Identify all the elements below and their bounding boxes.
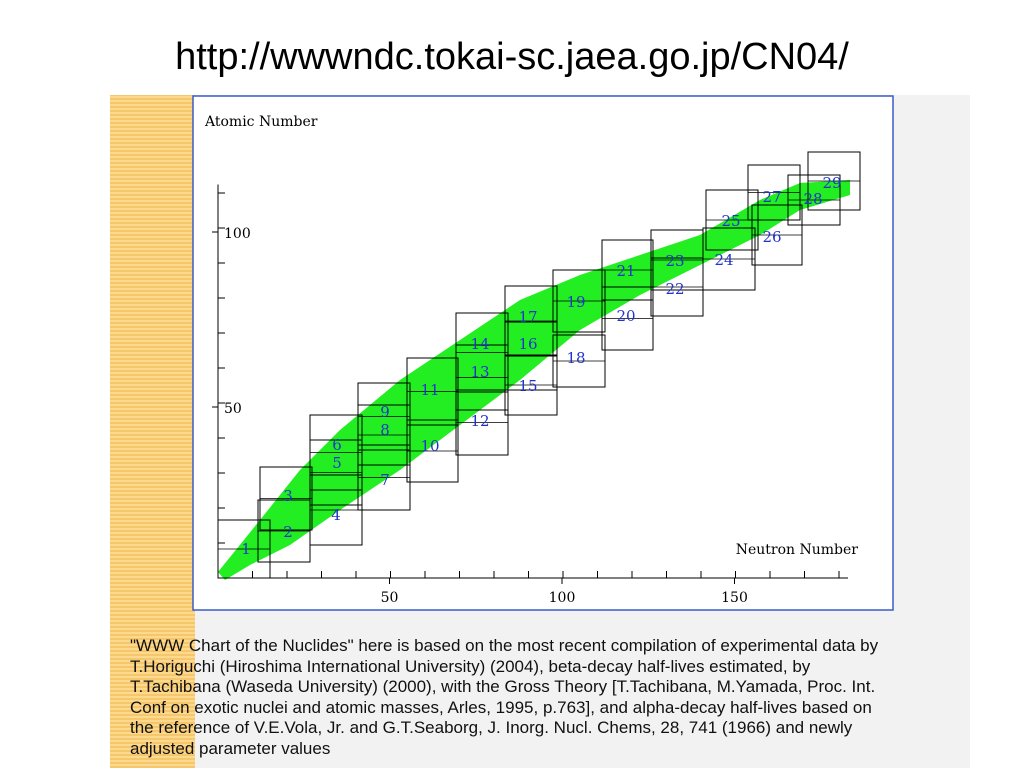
- region-label: 16: [518, 335, 537, 353]
- region-label: 18: [566, 349, 585, 367]
- region-label: 19: [566, 293, 585, 311]
- region-label: 21: [616, 262, 635, 280]
- region-label: 27: [762, 188, 781, 206]
- y-tick-label: 100: [224, 226, 251, 242]
- body-line: T.Horiguchi (Hiroshima International Uni…: [130, 656, 811, 676]
- region-label: 1: [241, 540, 251, 558]
- region-label: 24: [714, 251, 733, 269]
- region-label: 9: [380, 403, 390, 421]
- region-label: 11: [420, 381, 439, 399]
- body-line: "WWW Chart of the Nuclides" here is base…: [130, 636, 879, 655]
- region-label: 15: [518, 377, 537, 395]
- region-label: 26: [762, 228, 781, 246]
- region-label: 29: [822, 174, 841, 192]
- region-label: 4: [331, 506, 341, 524]
- region-label: 12: [470, 412, 489, 430]
- region-label: 6: [332, 436, 342, 454]
- figure: Atomic Number Neutron Number 50 100 150 50 1…: [192, 95, 894, 611]
- region-label: 2: [283, 523, 293, 541]
- body-line: the reference of V.E.Vola, Jr. and G.T.S…: [130, 718, 853, 737]
- region-label: 28: [803, 190, 822, 208]
- region-label: 13: [470, 363, 489, 381]
- region-label: 25: [721, 212, 740, 230]
- region-label: 10: [420, 437, 439, 455]
- region-label: 23: [665, 252, 684, 270]
- y-tick-label: 50: [224, 401, 242, 417]
- x-axis-label: Neutron Number: [736, 542, 859, 558]
- region-label: 20: [616, 307, 635, 325]
- body-line: adjusted parameter values: [130, 738, 331, 758]
- body-line: Conf on exotic nuclei and atomic masses,…: [130, 697, 872, 717]
- region-label: 8: [380, 421, 390, 439]
- x-tick-label: 50: [381, 590, 399, 606]
- region-label: 3: [283, 487, 293, 505]
- body-text: "WWW Chart of the Nuclides" here is base…: [130, 636, 970, 768]
- region-label: 17: [518, 308, 537, 326]
- region-label: 7: [380, 471, 390, 489]
- region-label: 22: [665, 280, 684, 298]
- region-label: 5: [332, 454, 342, 472]
- x-tick-label: 100: [549, 590, 576, 606]
- nuclide-band: [218, 180, 850, 580]
- region-label: 14: [470, 335, 489, 353]
- slide-title: http://wwwndc.tokai-sc.jaea.go.jp/CN04/: [175, 36, 849, 78]
- y-axis-label: Atomic Number: [204, 114, 318, 130]
- axes: 50 100 150 50 100: [212, 184, 848, 606]
- decor-stripe: [110, 95, 195, 768]
- x-tick-label: 150: [721, 590, 748, 606]
- body-line: T.Tachibana (Waseda University) (2000), …: [130, 677, 876, 696]
